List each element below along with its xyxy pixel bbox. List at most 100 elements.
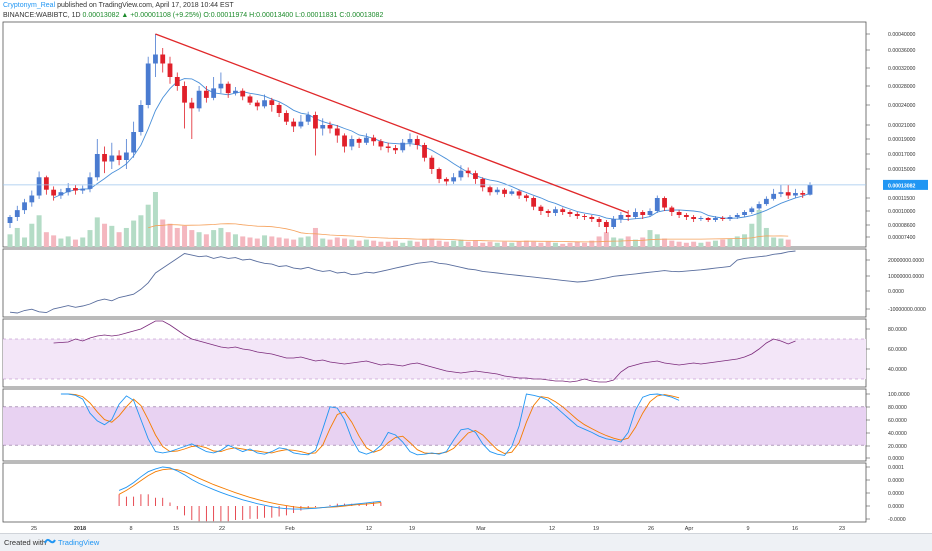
pane-frame-4 bbox=[2, 462, 867, 523]
volume-bar bbox=[502, 241, 508, 247]
volume-bar bbox=[131, 220, 137, 247]
chart-area[interactable]: 0.00040000 0.00036000 0.00032000 0.00028000… bbox=[0, 0, 932, 533]
x-tick-label: Feb bbox=[285, 526, 294, 532]
y-tick-label: 0.00019000 bbox=[888, 137, 916, 143]
volume-bar bbox=[720, 239, 726, 247]
volume-bar bbox=[480, 242, 486, 247]
rsi-line bbox=[53, 320, 796, 383]
volume-bar bbox=[414, 241, 420, 247]
candle-body bbox=[320, 125, 326, 129]
candle-body bbox=[720, 218, 726, 219]
x-tick-label: 26 bbox=[648, 526, 654, 532]
candle-body bbox=[451, 177, 457, 182]
volume-bar bbox=[196, 232, 202, 247]
candle-body bbox=[225, 83, 231, 94]
volume-bar bbox=[14, 227, 20, 247]
chart-header: Cryptonym_Real published on TradingView.… bbox=[3, 1, 383, 21]
candle-body bbox=[305, 115, 311, 122]
candle-body bbox=[174, 77, 180, 86]
volume-bar bbox=[451, 240, 457, 247]
candle-body bbox=[291, 121, 297, 127]
candle-body bbox=[283, 113, 289, 122]
y-tick-label: 0.00011500 bbox=[888, 196, 915, 202]
volume-bar bbox=[7, 234, 13, 247]
volume-bar bbox=[538, 242, 544, 247]
x-tick-label: 22 bbox=[219, 526, 225, 532]
candle-body bbox=[269, 100, 275, 105]
y-tick-label: 0.0000 bbox=[888, 491, 904, 497]
y-tick-label: 0.00032000 bbox=[888, 66, 916, 72]
candle-body bbox=[531, 198, 537, 207]
candle-body bbox=[618, 215, 624, 219]
last-price: 0.00013082 bbox=[82, 12, 120, 19]
candle-body bbox=[334, 128, 340, 136]
volume-bar bbox=[342, 238, 348, 247]
volume-bar bbox=[334, 237, 340, 247]
volume-bar bbox=[487, 241, 493, 247]
candle-body bbox=[494, 189, 500, 193]
candle-body bbox=[771, 193, 777, 199]
candle-body bbox=[240, 90, 246, 97]
candle-body bbox=[313, 115, 318, 129]
y-tick-label: 0.0000 bbox=[888, 478, 904, 484]
volume-bar bbox=[138, 215, 144, 247]
candle-body bbox=[182, 86, 187, 103]
y-tick-label: 10000000.0000 bbox=[888, 274, 924, 280]
candle-body bbox=[625, 215, 631, 217]
author-link[interactable]: Cryptonym_Real bbox=[3, 2, 56, 9]
candle-body bbox=[611, 219, 617, 227]
candle-body bbox=[363, 137, 369, 143]
y-tick-label: 0.00015000 bbox=[888, 167, 916, 173]
candle-body bbox=[356, 139, 362, 143]
volume-bar bbox=[22, 237, 28, 247]
candle-body bbox=[742, 212, 747, 215]
volume-bar bbox=[516, 241, 522, 247]
candle-body bbox=[749, 208, 755, 212]
volume-bar bbox=[51, 235, 57, 247]
candle-body bbox=[51, 189, 57, 196]
volume-bar bbox=[109, 225, 115, 247]
volume-bar bbox=[203, 234, 209, 247]
candle-body bbox=[371, 137, 377, 142]
candle-body bbox=[640, 212, 646, 215]
rsi-band bbox=[3, 339, 866, 379]
volume-bar bbox=[778, 238, 784, 247]
candle-body bbox=[29, 195, 35, 203]
volume-bar bbox=[123, 227, 129, 247]
x-tick-label: 12 bbox=[549, 526, 555, 532]
volume-bar bbox=[298, 237, 304, 247]
candle-body bbox=[509, 191, 515, 194]
macd-line bbox=[118, 466, 381, 510]
volume-bar bbox=[654, 234, 660, 247]
candle-body bbox=[502, 189, 507, 194]
candle-body bbox=[633, 212, 638, 217]
volume-bar bbox=[392, 240, 398, 247]
candle-body bbox=[523, 195, 529, 198]
volume-bar bbox=[356, 240, 362, 247]
candle-body bbox=[676, 212, 682, 215]
candle-body bbox=[567, 212, 573, 214]
candle-body bbox=[473, 173, 478, 179]
volume-bar bbox=[756, 209, 762, 247]
candle-body bbox=[734, 215, 740, 217]
volume-bar bbox=[763, 227, 769, 247]
volume-bar bbox=[647, 230, 653, 247]
x-tick-label: 8 bbox=[129, 526, 132, 532]
candle-body bbox=[756, 204, 762, 209]
volume-bar bbox=[385, 241, 391, 247]
y-tick-label: 0.00021000 bbox=[888, 123, 916, 129]
candle-body bbox=[763, 198, 769, 205]
tradingview-brand-link[interactable]: TradingView bbox=[58, 538, 100, 547]
y-tick-label: 0.00017000 bbox=[888, 152, 916, 158]
volume-bar bbox=[436, 240, 442, 247]
last-price-label: 0.00013082 bbox=[888, 183, 916, 189]
y-tick-label: 0.00024000 bbox=[888, 103, 916, 109]
volume-bar bbox=[465, 241, 471, 247]
volume-bar bbox=[625, 236, 631, 247]
macd-signal-line bbox=[118, 468, 381, 509]
y-tick-label: 60.0000 bbox=[888, 347, 907, 353]
candle-body bbox=[669, 207, 675, 212]
volume-bar bbox=[378, 241, 384, 247]
volume-bar bbox=[371, 240, 377, 247]
candle-body bbox=[94, 154, 100, 178]
